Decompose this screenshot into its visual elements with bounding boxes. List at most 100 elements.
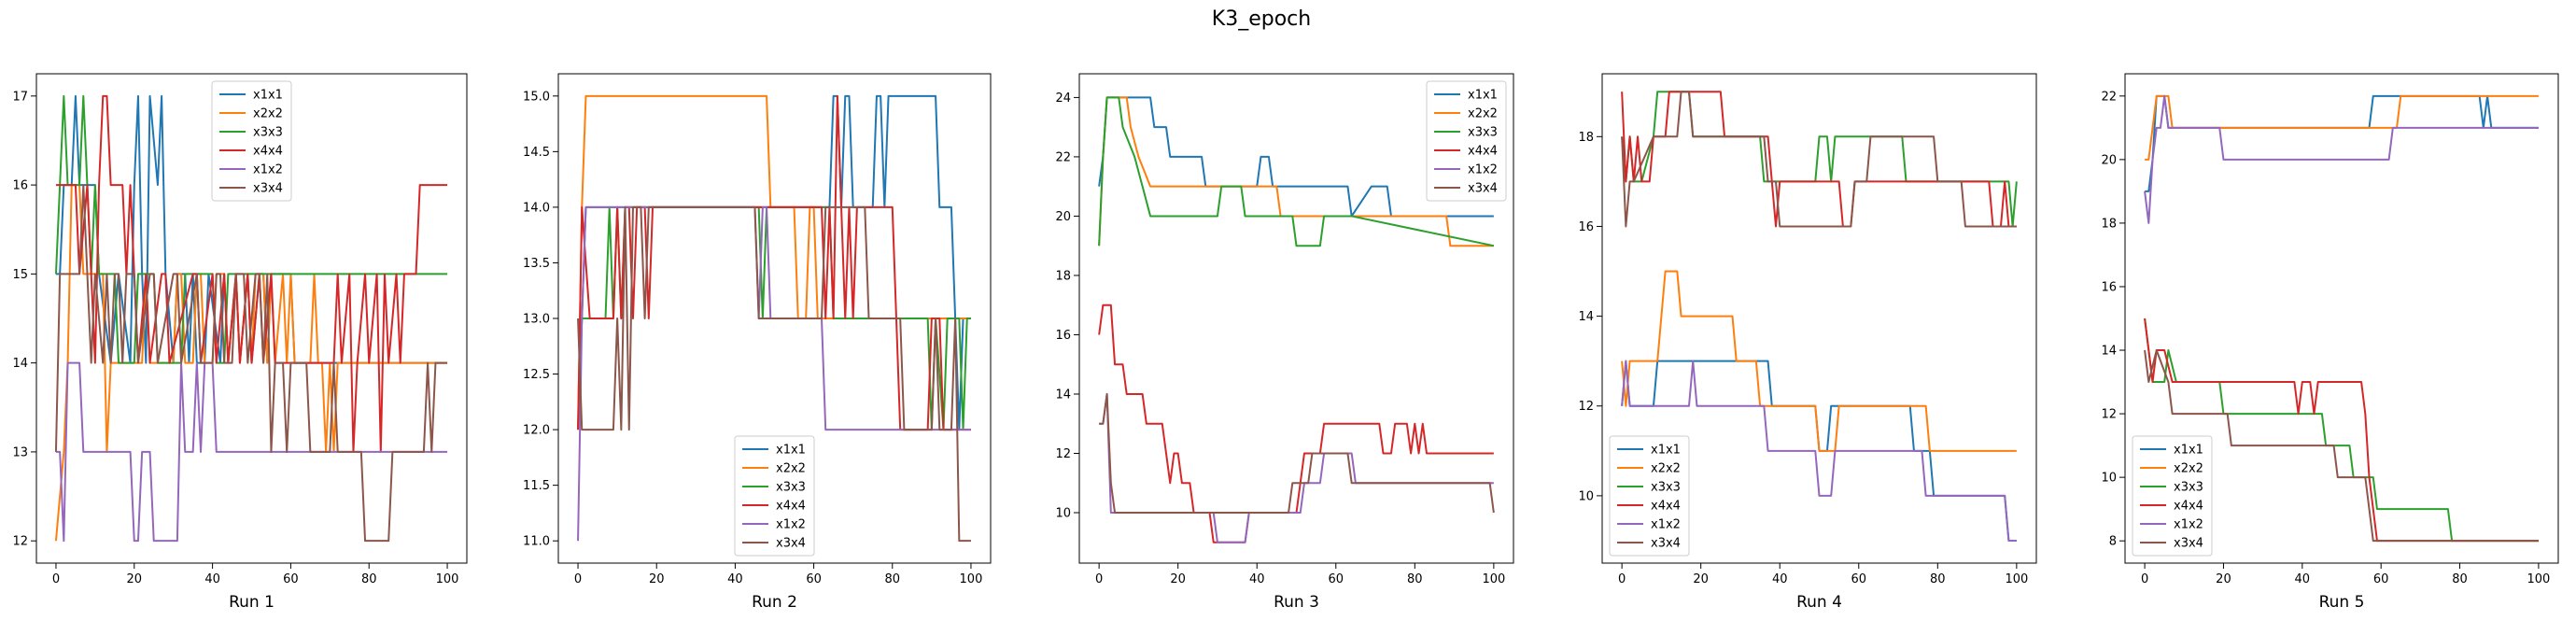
y-tick-label: 10 [2101,472,2117,486]
y-tick-label: 14 [2101,345,2117,359]
x-tick-label: 80 [2452,572,2468,586]
series-line-x3x4 [1099,392,1495,515]
x-tick-label: 40 [1249,572,1265,586]
legend-box [734,435,815,557]
legend-label-x1x2: x1x2 [2174,518,2203,532]
y-tick-label: 11.5 [523,479,550,493]
legend-label-x1x2: x1x2 [1651,518,1681,532]
legend-label-x3x4: x3x4 [253,182,283,196]
y-tick-label: 17 [12,90,28,104]
x-tick-label: 20 [2216,572,2231,586]
series-line-x1x1 [577,94,971,431]
y-tick-label: 13.5 [523,257,550,271]
legend: x1x1 x2x2 x3x3 x4x4 x1x2 x3x4 [734,435,815,557]
y-tick-label: 13 [12,445,28,459]
axes-frame [35,73,468,564]
y-tick-label: 14.5 [523,146,550,160]
x-tick-label: 80 [361,572,377,586]
series-line-x3x4 [2144,349,2539,543]
y-tick-label: 15 [12,268,28,282]
x-tick-label: 60 [806,572,822,586]
legend-box [1609,435,1690,557]
legend-label-x3x3: x3x3 [1468,126,1498,140]
y-tick-label: 12.0 [523,424,550,438]
legend-box [2132,435,2213,557]
x-axis-label: Run 4 [1796,593,1842,612]
legend-label-x4x4: x4x4 [1651,500,1681,514]
x-tick-label: 20 [649,572,665,586]
legend-label-x1x1: x1x1 [776,444,806,458]
series-line-x2x2 [2145,94,2539,161]
legend: x1x1 x2x2 x3x3 x4x4 x1x2 x3x4 [2132,435,2213,557]
y-tick-label: 20 [2101,153,2117,167]
series-group [577,94,971,543]
series-line-x4x4 [55,94,448,453]
x-axis-label: Run 5 [2319,593,2365,612]
legend-label-x1x2: x1x2 [253,163,283,177]
x-tick-label: 0 [2141,572,2148,586]
y-tick-label: 14 [1578,310,1594,324]
x-tick-label: 60 [283,572,299,586]
legend-label-x1x1: x1x1 [1468,89,1498,103]
legend-label-x3x4: x3x4 [2174,537,2203,551]
x-tick-label: 100 [2527,572,2550,586]
y-tick-label: 15.0 [523,90,550,104]
figure-title: K3_epoch [1212,7,1311,31]
x-tick-label: 40 [204,572,220,586]
x-tick-label: 40 [727,572,743,586]
x-tick-label: 100 [2005,572,2028,586]
legend-label-x4x4: x4x4 [2174,500,2203,514]
legend-label-x2x2: x2x2 [2174,462,2203,476]
y-tick-label: 12.5 [523,368,550,382]
axes-frame [2124,73,2559,564]
series-line-x1x2 [577,205,971,542]
series-line-x1x2 [2144,94,2539,224]
legend-label-x3x3: x3x3 [776,481,806,495]
legend-label-x4x4: x4x4 [776,500,806,514]
x-tick-label: 0 [1618,572,1626,586]
y-tick-label: 24 [1055,92,1071,106]
legend: x1x1 x2x2 x3x3 x4x4 x1x2 x3x4 [211,80,292,202]
legend-label-x1x1: x1x1 [1651,444,1681,458]
x-axis-label: Run 1 [229,593,274,612]
y-tick-label: 10 [1055,507,1071,521]
series-line-x3x4 [54,184,448,543]
legend: x1x1 x2x2 x3x3 x4x4 x1x2 x3x4 [1609,435,1690,557]
y-tick-label: 16 [1055,329,1071,343]
y-tick-label: 22 [1055,150,1071,164]
y-tick-label: 20 [1055,210,1071,224]
x-tick-label: 40 [1772,572,1788,586]
legend-label-x2x2: x2x2 [1651,462,1681,476]
legend-label-x3x4: x3x4 [776,537,806,551]
x-tick-label: 60 [2373,572,2389,586]
legend-box [211,80,292,202]
series-line-x4x4 [1621,91,2017,228]
series-line-x2x2 [577,94,971,430]
y-tick-label: 16 [2101,280,2117,294]
legend-label-x4x4: x4x4 [253,145,283,159]
y-tick-label: 12 [12,535,28,549]
subplot-5: 0 20 40 60 80 100 8 10 12 14 16 18 20 22 Run 5 x1x1 x2x2… [2101,73,2559,612]
legend-label-x2x2: x2x2 [776,462,806,476]
y-tick-label: 12 [1578,400,1594,414]
subplot-1: 0 20 40 60 80 100 12 13 14 15 16 17 Run 1 x1x1 x2x2 x3x… [12,73,468,612]
x-tick-label: 20 [1170,572,1186,586]
y-tick-label: 12 [1055,447,1071,461]
y-tick-label: 14 [1055,388,1071,402]
x-tick-label: 100 [1482,572,1505,586]
series-group [1098,96,1495,543]
series-group [2144,94,2539,543]
y-tick-label: 18 [2101,217,2117,231]
x-tick-label: 100 [960,572,983,586]
x-tick-label: 0 [574,572,582,586]
legend-label-x1x2: x1x2 [776,518,806,532]
x-tick-label: 80 [1930,572,1946,586]
legend-label-x1x2: x1x2 [1468,163,1498,177]
legend-label-x1x1: x1x1 [253,89,283,103]
legend: x1x1 x2x2 x3x3 x4x4 x1x2 x3x4 [1426,80,1507,202]
x-tick-label: 80 [884,572,900,586]
series-line-x1x2 [55,361,448,543]
series-line-x3x3 [1098,96,1495,247]
